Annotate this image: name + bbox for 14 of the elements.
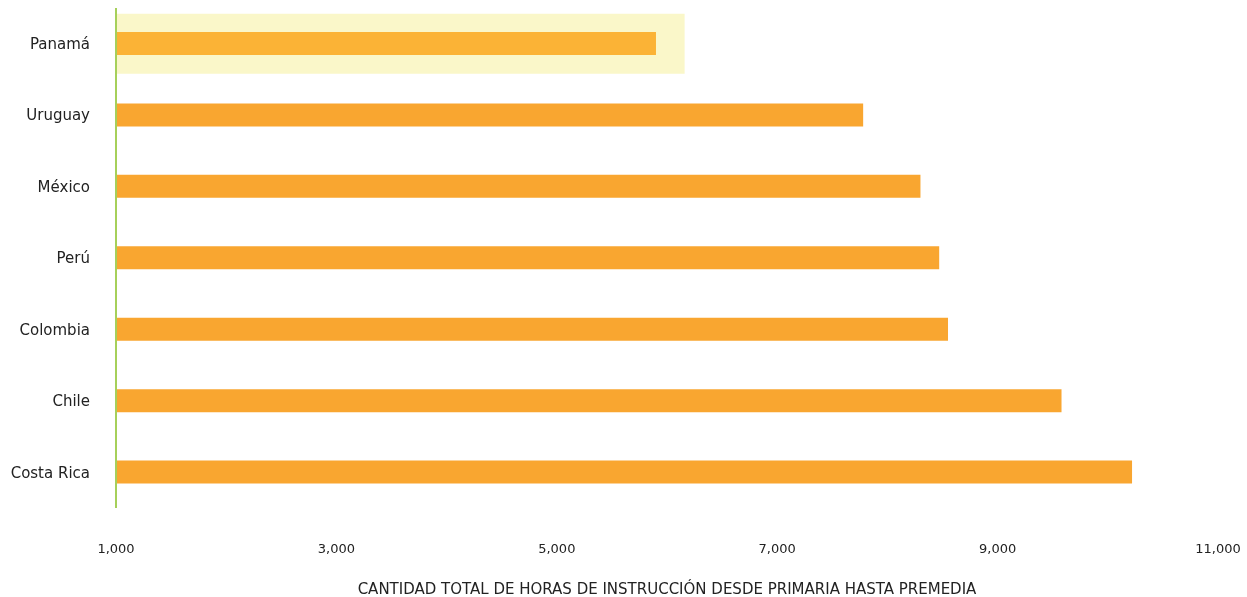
x-tick-label: 7,000 <box>758 541 796 557</box>
y-tick-label: Chile <box>52 392 90 411</box>
x-tick-label: 9,000 <box>978 541 1017 557</box>
x-tick-label: 1,000 <box>97 541 135 557</box>
x-tick-label: 11,000 <box>1195 541 1241 557</box>
x-tick-label: 5,000 <box>538 541 576 557</box>
y-tick-label: Panamá <box>29 35 90 54</box>
x-tick-label: 3,000 <box>317 541 356 557</box>
y-tick-label: Uruguay <box>26 106 91 125</box>
y-tick-label: Colombia <box>19 320 90 339</box>
y-tick-label: Costa Rica <box>10 463 90 482</box>
y-tick-label: México <box>37 177 90 196</box>
x-axis-title: CANTIDAD TOTAL DE HORAS DE INSTRUCCIÓN DESDE PRIMARIA HASTA PREMEDIA <box>357 579 978 597</box>
y-tick-label: Perú <box>56 249 90 268</box>
